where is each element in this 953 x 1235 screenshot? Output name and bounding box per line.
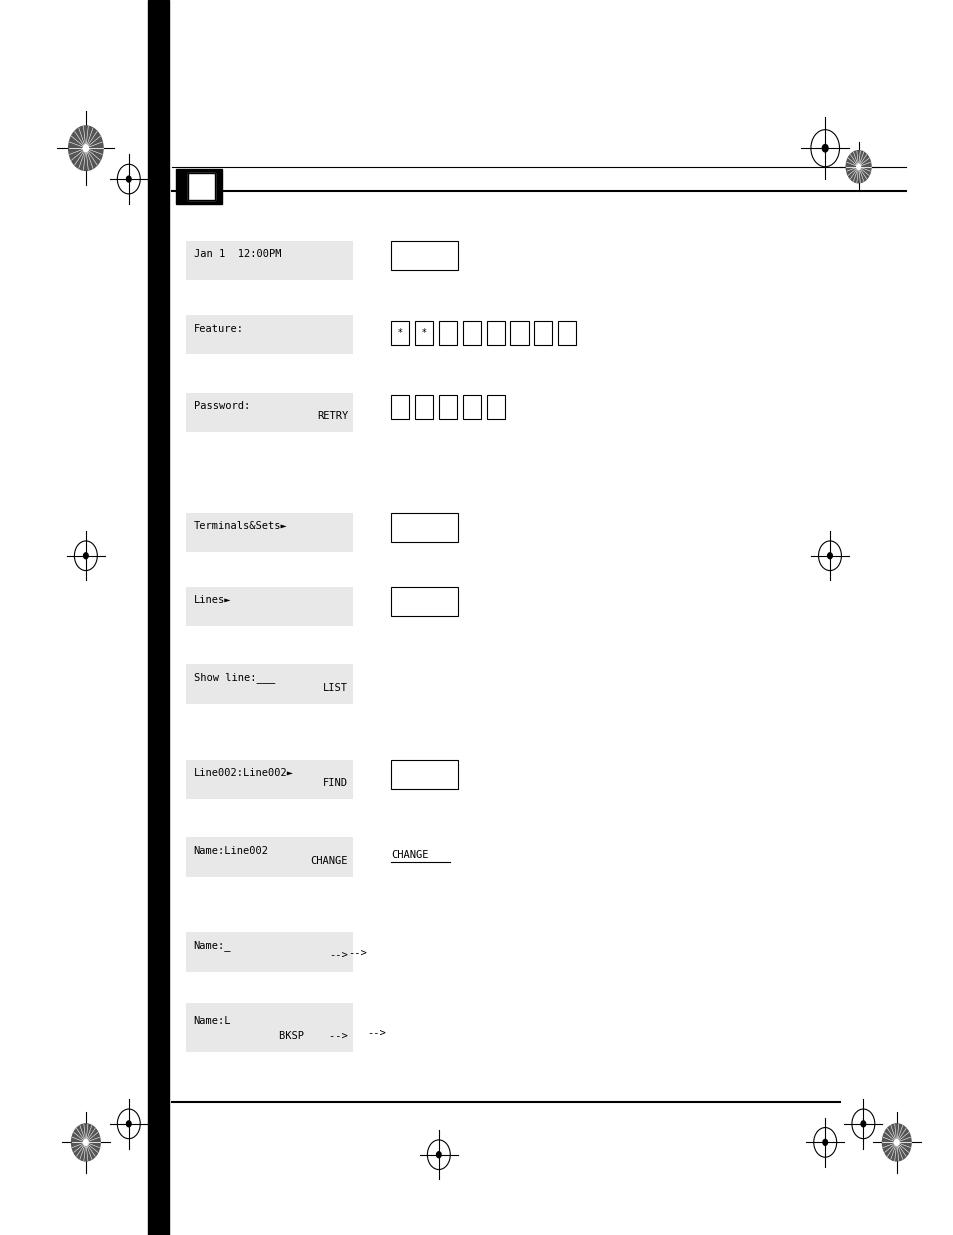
Text: Password:: Password: [193,401,250,411]
Text: CHANGE: CHANGE [311,856,348,866]
Text: FIND: FIND [323,778,348,788]
Bar [415,321,433,345]
Bar [186,837,353,877]
Bar [391,321,409,345]
Bar [186,241,353,280]
Text: Jan 1  12:00PM: Jan 1 12:00PM [193,249,281,259]
Bar [391,241,457,270]
Circle shape [71,1124,100,1161]
Text: -->: --> [329,951,348,961]
Circle shape [436,1152,440,1157]
Bar [186,760,353,799]
Text: Name:Line002: Name:Line002 [193,846,269,856]
Text: CHANGE: CHANGE [391,850,428,860]
Circle shape [856,164,860,169]
Bar [510,321,528,345]
Bar [486,321,504,345]
Bar [186,393,353,432]
Text: Lines►: Lines► [193,595,231,605]
Bar [415,395,433,419]
Bar [486,395,504,419]
Bar [186,664,353,704]
Text: RETRY: RETRY [316,411,348,421]
Bar [391,395,409,419]
Circle shape [894,1140,898,1145]
Bar [534,321,552,345]
Bar [186,587,353,626]
Bar [186,315,353,354]
Bar [438,321,456,345]
Text: *: * [421,327,426,338]
Circle shape [827,553,831,558]
Text: Name:L: Name:L [193,1016,231,1026]
Text: Show line:___: Show line:___ [193,673,274,683]
Text: -->: --> [348,948,367,958]
Text: -->: --> [367,1029,386,1039]
Bar [176,169,222,204]
Text: Terminals&Sets►: Terminals&Sets► [193,521,287,531]
Circle shape [69,126,103,170]
Circle shape [84,553,88,558]
Bar [148,0,169,1235]
Bar [462,395,480,419]
Circle shape [845,151,870,183]
Circle shape [821,144,827,152]
Bar [438,395,456,419]
Circle shape [84,1140,88,1145]
Bar [391,760,457,789]
Bar [558,321,576,345]
Bar [391,513,457,542]
Circle shape [882,1124,910,1161]
Bar [462,321,480,345]
Text: BKSP    -->: BKSP --> [279,1031,348,1041]
Bar [391,587,457,616]
Bar [186,932,353,972]
Circle shape [127,177,131,182]
Bar [188,173,214,200]
Text: Line002:Line002►: Line002:Line002► [193,768,294,778]
Text: LIST: LIST [323,683,348,693]
Circle shape [127,1121,131,1126]
Text: Name:_: Name:_ [193,941,231,951]
Circle shape [861,1121,864,1126]
Bar [186,513,353,552]
Circle shape [822,1140,826,1145]
Bar [188,173,214,200]
Bar [186,1003,353,1052]
Text: *: * [397,327,402,338]
Circle shape [83,144,89,152]
Text: Feature:: Feature: [193,324,243,333]
